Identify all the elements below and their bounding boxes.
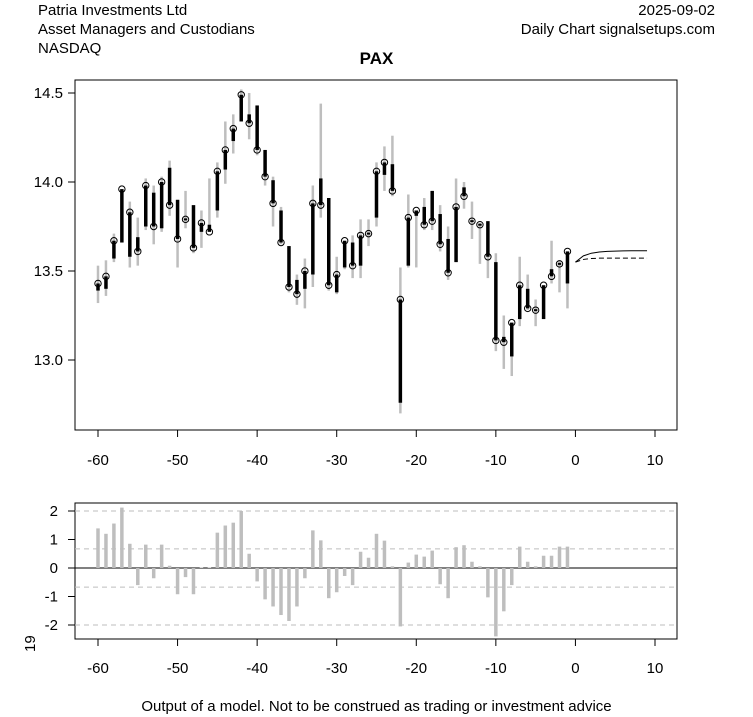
close-marker (396, 295, 405, 304)
close-marker (412, 206, 420, 215)
close-marker (317, 201, 325, 209)
close-marker (197, 219, 206, 227)
close-marker (102, 272, 110, 281)
x-tick-label: 10 (647, 452, 664, 469)
close-marker (333, 270, 341, 279)
close-marker (476, 221, 484, 229)
close-marker (269, 199, 277, 208)
close-marker (364, 229, 373, 238)
exchange-label: NASDAQ (38, 40, 102, 57)
close-marker (516, 281, 524, 289)
x-tick-label: 0 (571, 660, 579, 677)
close-marker (523, 304, 532, 313)
x-tick-label: -50 (167, 452, 189, 469)
x-tick-label: -20 (405, 660, 427, 677)
close-marker (356, 231, 365, 240)
close-marker (293, 290, 301, 298)
close-marker (205, 228, 214, 236)
close-marker (173, 235, 182, 243)
date-label: 2025-09-02 (638, 2, 715, 19)
x-tick-label: -60 (87, 660, 109, 677)
close-marker (508, 318, 516, 327)
close-marker (388, 187, 397, 195)
x-tick-label: -50 (167, 660, 189, 677)
close-marker (436, 240, 444, 249)
x-tick-label: -30 (326, 452, 348, 469)
close-marker (484, 253, 492, 261)
y-tick-label: 14.5 (34, 85, 63, 102)
close-marker (134, 247, 142, 256)
close-marker (460, 192, 468, 200)
x-tick-label: -40 (246, 452, 268, 469)
forecast-line-dashed (575, 257, 648, 263)
close-marker (309, 199, 317, 208)
close-marker (563, 247, 572, 256)
close-marker (118, 185, 126, 193)
close-marker (253, 146, 261, 154)
x-tick-label: -10 (485, 660, 507, 677)
close-marker (452, 203, 460, 211)
y-tick-label: 0 (50, 560, 58, 577)
close-marker (110, 237, 118, 245)
close-marker (539, 281, 548, 289)
y-tick-label: 2 (50, 503, 58, 520)
close-marker (213, 167, 222, 176)
close-marker (531, 306, 540, 314)
close-marker (500, 338, 508, 346)
price-plot-frame (74, 79, 678, 431)
x-tick-label: 0 (571, 452, 579, 469)
close-marker (492, 336, 500, 345)
chart-title: PAX (359, 49, 394, 68)
close-marker (149, 222, 158, 231)
x-tick-label: 10 (647, 660, 664, 677)
close-marker (126, 208, 134, 216)
close-marker (165, 201, 174, 209)
close-marker (142, 181, 150, 190)
close-marker (380, 158, 389, 167)
close-marker (325, 281, 333, 289)
close-marker (245, 119, 253, 127)
close-marker (444, 269, 452, 277)
y-tick-label: 1 (50, 532, 58, 549)
y-tick-label: 13.5 (34, 263, 63, 280)
close-marker (428, 217, 436, 225)
source-label: Daily Chart signalsetups.com (520, 21, 715, 38)
close-marker (420, 221, 428, 229)
close-marker (468, 217, 476, 225)
close-marker (261, 172, 269, 181)
close-marker (94, 279, 102, 288)
close-marker (189, 244, 198, 252)
close-marker (285, 283, 293, 291)
sector-label: Asset Managers and Custodians (38, 21, 255, 38)
close-marker (555, 260, 564, 268)
forecast-line-solid (575, 250, 648, 263)
y-tick-label: 13.0 (34, 352, 63, 369)
x-tick-label: -10 (485, 452, 507, 469)
close-marker (340, 237, 349, 245)
company-name: Patria Investments Ltd (38, 2, 188, 19)
close-marker (301, 267, 309, 275)
oscillator-plot-frame (74, 502, 678, 640)
y-tick-label: -1 (45, 589, 58, 606)
close-marker (348, 261, 357, 270)
close-marker (404, 213, 413, 222)
x-tick-label: -60 (87, 452, 109, 469)
x-tick-label: -40 (246, 660, 268, 677)
close-marker (229, 124, 237, 133)
x-tick-label: -30 (326, 660, 348, 677)
x-tick-label: -20 (405, 452, 427, 469)
close-marker (372, 167, 381, 176)
y-tick-label: 14.0 (34, 174, 63, 191)
close-marker (277, 238, 285, 247)
close-marker (157, 178, 166, 186)
close-marker (181, 215, 190, 224)
y-tick-label: -2 (45, 617, 58, 634)
disclaimer: Output of a model. Not to be construed a… (141, 698, 612, 715)
close-marker (221, 146, 230, 154)
close-marker (237, 91, 245, 99)
close-marker (547, 272, 556, 281)
